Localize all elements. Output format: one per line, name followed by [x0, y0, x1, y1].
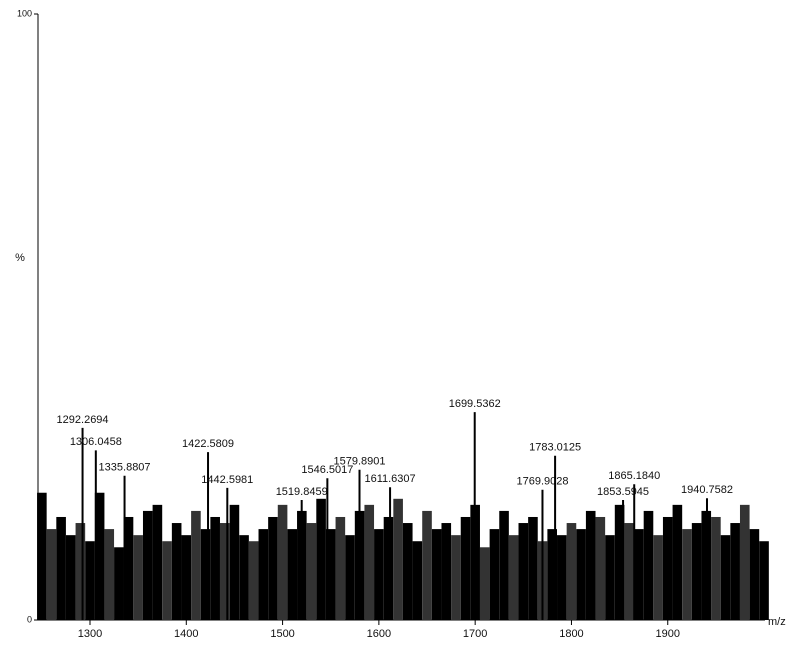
background-peak — [383, 516, 394, 620]
y-tick-label: 100 — [17, 8, 32, 18]
background-peak — [479, 547, 490, 620]
background-peak — [576, 529, 586, 620]
background-peak — [345, 535, 355, 620]
background-peak — [191, 510, 201, 620]
background-peak — [85, 541, 95, 620]
background-peak — [210, 516, 220, 620]
background-peak — [431, 529, 442, 620]
background-peak — [759, 541, 769, 620]
background-peak — [749, 529, 760, 620]
background-peak — [94, 492, 105, 620]
y-tick-label: 0 — [27, 614, 32, 624]
peak-label: 1699.5362 — [449, 398, 501, 410]
background-peak — [460, 516, 471, 620]
background-peak — [605, 535, 615, 620]
peak-label: 1546.5017 — [301, 464, 353, 476]
background-peak — [200, 529, 211, 620]
background-peak — [104, 529, 115, 620]
background-peak — [220, 523, 230, 620]
background-peak — [422, 510, 432, 620]
x-tick-label: 1300 — [78, 628, 102, 640]
background-peak — [412, 541, 423, 620]
peak-label: 1306.0458 — [70, 436, 122, 448]
peak-label: 1865.1840 — [608, 470, 660, 482]
background-peak — [595, 516, 606, 620]
peak-label: 1519.8459 — [276, 486, 328, 498]
x-tick-label: 1800 — [559, 628, 583, 640]
peak-label: 1442.5981 — [201, 474, 253, 486]
background-peak — [528, 516, 538, 620]
background-peak — [114, 547, 124, 620]
background-peak — [162, 541, 172, 620]
background-peak — [508, 535, 519, 620]
background-peak — [37, 492, 47, 620]
background-peak — [451, 535, 461, 620]
background-peak — [489, 529, 500, 620]
background-peak — [171, 523, 182, 620]
background-peak — [557, 535, 567, 620]
background-peak — [499, 510, 509, 620]
background-peak — [662, 516, 673, 620]
background-peak — [682, 529, 692, 620]
background-peak — [258, 529, 269, 620]
background-peak — [634, 529, 644, 620]
peak-label: 1853.5945 — [597, 486, 649, 498]
background-peak — [672, 504, 683, 620]
background-peak — [316, 498, 326, 620]
background-peak — [364, 504, 375, 620]
background-peak — [325, 529, 336, 620]
y-axis-label: % — [15, 252, 25, 264]
background-peak — [643, 510, 654, 620]
x-tick-label: 1500 — [270, 628, 294, 640]
peak-label: 1335.8807 — [99, 462, 151, 474]
x-tick-label: 1900 — [656, 628, 680, 640]
background-peak — [720, 535, 731, 620]
background-peak — [287, 529, 298, 620]
background-peak — [518, 523, 529, 620]
background-peak — [75, 523, 86, 620]
background-peak — [566, 523, 577, 620]
background-peak — [374, 529, 384, 620]
background-peak — [335, 516, 346, 620]
background-peak — [441, 523, 452, 620]
background-peak — [268, 516, 278, 620]
x-axis-label: m/z — [768, 616, 786, 628]
background-peak — [152, 504, 163, 620]
background-peak — [730, 523, 740, 620]
background-peak — [123, 516, 134, 620]
x-tick-label: 1400 — [174, 628, 198, 640]
background-peak — [402, 523, 413, 620]
background-peak — [691, 523, 702, 620]
x-tick-label: 1600 — [367, 628, 391, 640]
peak-label: 1783.0125 — [529, 442, 581, 454]
background-peak — [181, 535, 192, 620]
background-peak — [614, 504, 625, 620]
background-peak — [248, 541, 259, 620]
background-peak — [56, 516, 66, 620]
background-peak — [46, 529, 57, 620]
background-peak — [65, 535, 76, 620]
peak-label: 1940.7582 — [681, 484, 733, 496]
background-peak — [133, 535, 143, 620]
background-peak — [653, 535, 663, 620]
background-peak — [229, 504, 240, 620]
peak-label: 1579.8901 — [334, 456, 386, 468]
background-peak — [585, 510, 596, 620]
peak-label: 1611.6307 — [364, 473, 415, 485]
peak-label: 1422.5809 — [182, 438, 234, 450]
background-peak — [624, 523, 635, 620]
background-peak — [547, 529, 557, 620]
background-peak — [239, 535, 249, 620]
peak-label: 1769.9028 — [516, 476, 568, 488]
background-peak — [393, 498, 403, 620]
background-peak — [711, 516, 721, 620]
background-peak — [739, 504, 750, 620]
background-peak — [277, 504, 288, 620]
x-tick-label: 1700 — [463, 628, 487, 640]
peak-label: 1292.2694 — [57, 414, 109, 426]
background-peak — [306, 523, 317, 620]
background-peak — [142, 510, 153, 620]
